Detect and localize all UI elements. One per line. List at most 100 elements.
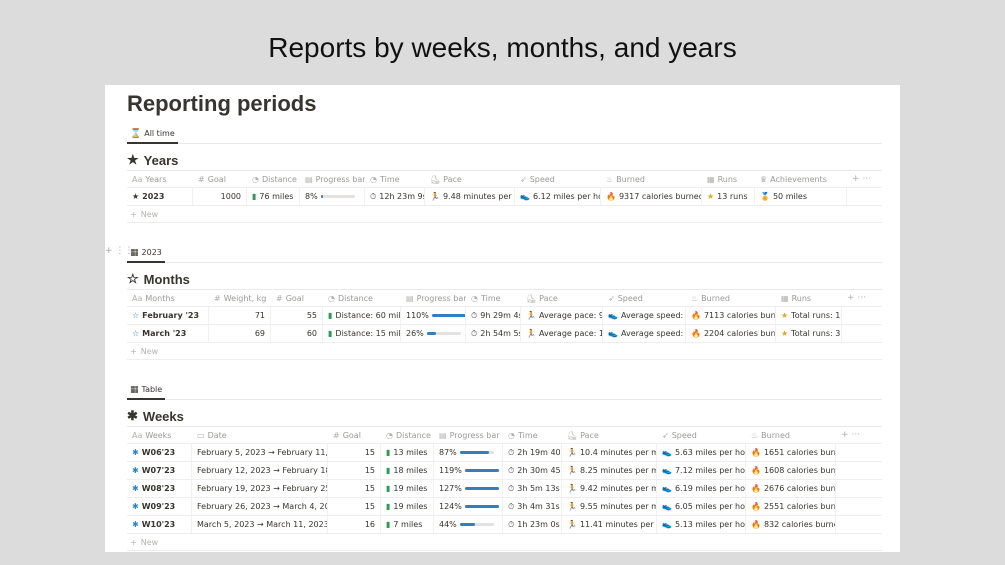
achievements-cell[interactable]: 🏅 50 miles — [755, 188, 847, 205]
time-cell[interactable]: ⏱ 12h 23m 9s — [365, 188, 425, 205]
table-row[interactable]: ★ 2023 1000 ▮ 76 miles 8% ⏱ 12h 23m 9s 🏃 9.4… — [127, 188, 882, 206]
col-header-weeks[interactable]: Aa Weeks — [127, 427, 192, 443]
more-options-icon[interactable]: ··· — [857, 293, 867, 303]
progress-cell[interactable]: 26% — [401, 325, 466, 342]
time-cell[interactable]: ⏱ 3h 5m 13s — [503, 480, 562, 497]
col-header-months[interactable]: Aa Months — [127, 290, 209, 306]
pace-cell[interactable]: 🏃9.48 minutes per mile — [425, 188, 515, 205]
col-header-burned[interactable]: ♨ Burned — [746, 427, 836, 443]
date-cell[interactable]: February 5, 2023 → February 11, 2023 — [192, 444, 328, 461]
distance-cell[interactable]: ▮ 19 miles — [381, 498, 434, 515]
goal-cell[interactable]: 15 — [328, 498, 381, 515]
row-title[interactable]: ✱ W10'23 — [127, 516, 192, 533]
weight-cell[interactable]: 71 — [209, 307, 271, 324]
pace-cell[interactable]: 🏃Average pace: 11.18 — [521, 325, 603, 342]
row-title[interactable]: ✱ W08'23 — [127, 480, 192, 497]
distance-cell[interactable]: ▮ 76 miles — [247, 188, 300, 205]
speed-cell[interactable]: 👟Average speed: 5.31 — [603, 325, 686, 342]
weight-cell[interactable]: 69 — [209, 325, 271, 342]
distance-cell[interactable]: ▮ 18 miles — [381, 462, 434, 479]
progress-cell[interactable]: 8% — [300, 188, 365, 205]
table-row[interactable]: ☆March '23 69 60 ▮Distance: 15 miles 26%… — [127, 325, 882, 343]
distance-cell[interactable]: ▮Distance: 15 miles — [323, 325, 401, 342]
col-header-goal[interactable]: # Goal — [328, 427, 381, 443]
col-header-goal[interactable]: # Goal — [271, 290, 323, 306]
row-title[interactable]: ✱ W09'23 — [127, 498, 192, 515]
add-property-icon[interactable]: + — [847, 293, 855, 303]
time-cell[interactable]: ⏱ 2h 19m 40s — [503, 444, 562, 461]
runs-cell[interactable]: ★ Total runs: 3 — [776, 325, 842, 342]
burned-cell[interactable]: 🔥1651 calories burned — [746, 444, 836, 461]
goal-cell[interactable]: 1000 — [193, 188, 247, 205]
speed-cell[interactable]: 👟 7.12 miles per hour — [657, 462, 746, 479]
tab-table[interactable]: ▦ Table — [127, 381, 166, 400]
goal-cell[interactable]: 55 — [271, 307, 323, 324]
distance-cell[interactable]: ▮Distance: 60 miles — [323, 307, 401, 324]
burned-cell[interactable]: 🔥 9317 calories burned — [601, 188, 702, 205]
speed-cell[interactable]: 👟 5.13 miles per hour — [657, 516, 746, 533]
burned-cell[interactable]: 🔥 832 calories burned — [746, 516, 836, 533]
runs-cell[interactable]: ★ Total runs: 10 — [776, 307, 842, 324]
pace-cell[interactable]: 🏃11.41 minutes per mile — [562, 516, 657, 533]
speed-cell[interactable]: 👟 6.05 miles per hour — [657, 498, 746, 515]
col-header-pace[interactable]: ⛸ Pace — [562, 427, 657, 443]
progress-cell[interactable]: 119% — [434, 462, 503, 479]
add-property-icon[interactable]: + — [852, 174, 860, 184]
pace-cell[interactable]: 🏃9.55 minutes per mile — [562, 498, 657, 515]
row-title[interactable]: ✱ W07'23 — [127, 462, 192, 479]
date-cell[interactable]: February 26, 2023 → March 4, 2023 — [192, 498, 328, 515]
distance-cell[interactable]: ▮ 7 miles — [381, 516, 434, 533]
col-header-progress[interactable]: ▤ Progress bar — [434, 427, 503, 443]
col-header-runs[interactable]: ▦ Runs — [702, 171, 755, 187]
pace-cell[interactable]: 🏃9.42 minutes per mile — [562, 480, 657, 497]
date-cell[interactable]: February 19, 2023 → February 25, 2023 — [192, 480, 328, 497]
col-header-years[interactable]: Aa Years — [127, 171, 193, 187]
add-property-icon[interactable]: + — [841, 430, 849, 440]
table-row[interactable]: ☆February '23 71 55 ▮Distance: 60 miles … — [127, 307, 882, 325]
progress-cell[interactable]: 44% — [434, 516, 503, 533]
col-header-speed[interactable]: ➶ Speed — [603, 290, 686, 306]
col-header-date[interactable]: ▭ Date — [192, 427, 328, 443]
table-row[interactable]: ✱W08'23 February 19, 2023 → February 25,… — [127, 480, 882, 498]
burned-cell[interactable]: 🔥2204 calories burned — [686, 325, 776, 342]
col-header-burned[interactable]: ♨ Burned — [601, 171, 702, 187]
col-header-runs[interactable]: ▦ Runs — [776, 290, 842, 306]
tab-2023[interactable]: ▦ 2023 — [127, 244, 165, 263]
distance-cell[interactable]: ▮ 13 miles — [381, 444, 434, 461]
new-row-button[interactable]: + New — [127, 206, 882, 223]
burned-cell[interactable]: 🔥7113 calories burned — [686, 307, 776, 324]
distance-cell[interactable]: ▮ 19 miles — [381, 480, 434, 497]
pace-cell[interactable]: 🏃Average pace: 9.25 n — [521, 307, 603, 324]
burned-cell[interactable]: 🔥2551 calories burned — [746, 498, 836, 515]
table-row[interactable]: ✱W07'23 February 12, 2023 → February 18,… — [127, 462, 882, 480]
col-header-speed[interactable]: ➶ Speed — [515, 171, 601, 187]
goal-cell[interactable]: 16 — [328, 516, 381, 533]
new-row-button[interactable]: + New — [127, 534, 882, 551]
table-row[interactable]: ✱ W10'23 March 5, 2023 → March 11, 2023 1… — [127, 516, 882, 534]
goal-cell[interactable]: 15 — [328, 444, 381, 461]
new-row-button[interactable]: + New — [127, 343, 882, 360]
pace-cell[interactable]: 🏃8.25 minutes per mile — [562, 462, 657, 479]
col-header-weight[interactable]: # Weight, kg — [209, 290, 271, 306]
speed-cell[interactable]: 👟 5.63 miles per hour — [657, 444, 746, 461]
col-header-time[interactable]: ◔ Time — [365, 171, 425, 187]
col-header-distance[interactable]: ◔ Distance — [381, 427, 434, 443]
date-cell[interactable]: February 12, 2023 → February 18, 2023 — [192, 462, 328, 479]
runs-cell[interactable]: ★ 13 runs — [702, 188, 755, 205]
progress-cell[interactable]: 110% — [401, 307, 466, 324]
time-cell[interactable]: ⏱ 2h 30m 45s — [503, 462, 562, 479]
row-title[interactable]: ☆ February '23 — [127, 307, 209, 324]
row-title[interactable]: ✱ W06'23 — [127, 444, 192, 461]
goal-cell[interactable]: 15 — [328, 480, 381, 497]
drag-handle-icon[interactable]: + ⋮⋮ — [105, 246, 134, 256]
goal-cell[interactable]: 15 — [328, 462, 381, 479]
pace-cell[interactable]: 🏃10.4 minutes per mile — [562, 444, 657, 461]
table-row[interactable]: ✱ W06'23 February 5, 2023 → February 11, … — [127, 444, 882, 462]
table-row[interactable]: ✱ W09'23 February 26, 2023 → March 4, 202… — [127, 498, 882, 516]
col-header-goal[interactable]: # Goal — [193, 171, 247, 187]
col-header-pace[interactable]: ⛸ Pace — [425, 171, 515, 187]
progress-cell[interactable]: 87% — [434, 444, 503, 461]
goal-cell[interactable]: 60 — [271, 325, 323, 342]
row-title[interactable]: ☆ March '23 — [127, 325, 209, 342]
col-header-speed[interactable]: ➶ Speed — [657, 427, 746, 443]
